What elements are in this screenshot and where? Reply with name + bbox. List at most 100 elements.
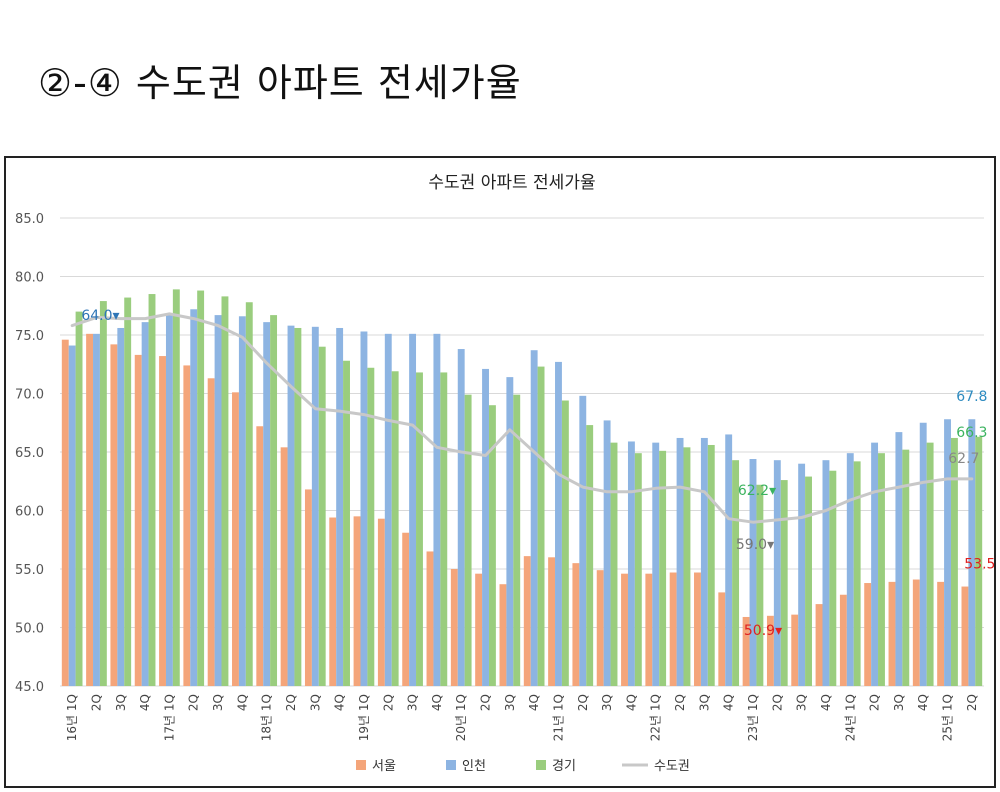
bar-경기-3 xyxy=(148,294,156,686)
bar-경기-0 xyxy=(75,311,83,686)
y-tick-label: 50.0 xyxy=(15,622,44,637)
bar-경기-7 xyxy=(245,302,253,686)
legend-label-인천: 인천 xyxy=(462,759,486,774)
x-tick-label: 4Q xyxy=(916,694,930,711)
x-tick-label: 3Q xyxy=(114,694,128,711)
x-tick-label: 3Q xyxy=(795,694,809,711)
x-tick-label: 3Q xyxy=(211,694,225,711)
x-tick-label: 4Q xyxy=(138,694,152,711)
bar-서울-10 xyxy=(304,489,312,686)
bar-인천-15 xyxy=(433,333,441,686)
bar-인천-32 xyxy=(846,453,854,686)
legend-swatch-경기 xyxy=(536,760,546,770)
bar-서울-29 xyxy=(766,615,774,686)
bar-인천-11 xyxy=(336,327,344,686)
bar-인천-1 xyxy=(93,333,100,686)
bar-서울-0 xyxy=(61,339,69,686)
x-tick-label: 22년 1Q xyxy=(649,694,663,741)
chart-frame: 수도권 아파트 전세가율 45.0 50.0 55.0 60.0 65.0 70.0 75.0… xyxy=(4,156,996,788)
bar-서울-30 xyxy=(791,614,799,686)
data-label-annotation: 53.5 xyxy=(964,557,994,573)
bar-경기-23 xyxy=(634,453,642,686)
y-tick-label: 55.0 xyxy=(15,563,44,578)
x-tick-label: 3Q xyxy=(503,694,517,711)
bar-인천-12 xyxy=(360,331,368,686)
y-tick-label: 60.0 xyxy=(15,505,44,520)
x-tick-label: 3Q xyxy=(892,694,906,711)
bar-경기-20 xyxy=(561,400,569,686)
bar-인천-7 xyxy=(238,316,246,686)
bar-경기-18 xyxy=(513,394,521,686)
bar-경기-22 xyxy=(610,442,618,686)
bar-서울-13 xyxy=(377,518,385,686)
legend-label-서울: 서울 xyxy=(372,759,396,774)
bar-인천-36 xyxy=(944,419,951,686)
bar-서울-14 xyxy=(402,532,410,686)
x-tick-label: 2Q xyxy=(965,694,979,711)
bar-경기-36 xyxy=(950,437,958,686)
bar-서울-9 xyxy=(280,447,288,686)
bar-인천-17 xyxy=(482,368,489,686)
x-tick-label: 4Q xyxy=(819,694,833,711)
data-label-annotation: 67.8 xyxy=(956,389,987,405)
bar-서울-12 xyxy=(353,516,361,686)
bar-경기-9 xyxy=(294,327,302,686)
bar-인천-5 xyxy=(190,309,198,686)
x-tick-label: 21년 1Q xyxy=(551,694,565,741)
bar-인천-31 xyxy=(822,460,830,686)
x-tick-label: 2Q xyxy=(381,694,395,711)
bar-인천-28 xyxy=(749,459,757,686)
bar-인천-10 xyxy=(311,326,319,686)
data-label-annotation: 62.2▾ xyxy=(738,483,776,499)
bar-경기-5 xyxy=(197,290,205,686)
x-tick-label: 25년 1Q xyxy=(941,694,955,741)
page-heading: ②-④ 수도권 아파트 전세가율 xyxy=(38,61,522,105)
bar-인천-9 xyxy=(287,325,295,686)
bar-경기-24 xyxy=(659,450,667,686)
bar-인천-14 xyxy=(409,333,417,686)
y-tick-label: 80.0 xyxy=(15,271,44,286)
bar-경기-11 xyxy=(343,360,350,686)
bar-경기-15 xyxy=(440,372,448,686)
data-label-annotation: 50.9▾ xyxy=(744,623,782,639)
bar-인천-4 xyxy=(165,315,173,686)
bar-경기-6 xyxy=(221,296,229,686)
bar-서울-4 xyxy=(159,356,166,686)
bar-인천-2 xyxy=(117,327,125,686)
bar-인천-33 xyxy=(871,442,879,686)
x-tick-label: 24년 1Q xyxy=(843,694,857,741)
x-tick-label: 2Q xyxy=(868,694,882,711)
x-tick-label: 16년 1Q xyxy=(65,694,79,741)
bar-인천-18 xyxy=(506,377,514,686)
x-tick-label: 2Q xyxy=(673,694,687,711)
bar-서울-5 xyxy=(183,365,191,686)
data-label-annotation: 62.7 xyxy=(948,451,979,467)
x-tick-label: 4Q xyxy=(722,694,736,711)
x-tick-label: 4Q xyxy=(235,694,249,711)
bar-경기-10 xyxy=(318,346,326,686)
legend-swatch-서울 xyxy=(356,760,366,770)
bar-서울-26 xyxy=(694,572,701,686)
bar-서울-35 xyxy=(912,579,920,686)
x-tick-label: 3Q xyxy=(697,694,711,711)
bar-경기-25 xyxy=(683,447,691,686)
bar-경기-32 xyxy=(853,461,861,686)
bar-인천-34 xyxy=(895,432,903,686)
bar-경기-12 xyxy=(367,367,375,686)
bar-서울-33 xyxy=(864,583,872,686)
chart-title: 수도권 아파트 전세가율 xyxy=(428,173,595,193)
bar-경기-29 xyxy=(780,480,788,686)
bar-서울-6 xyxy=(207,378,215,686)
x-tick-label: 20년 1Q xyxy=(454,694,468,741)
bar-경기-13 xyxy=(391,371,399,686)
bar-경기-33 xyxy=(878,453,885,686)
bar-경기-31 xyxy=(829,470,837,686)
bar-서울-7 xyxy=(232,392,239,686)
line-series-수도권 xyxy=(70,312,974,524)
x-tick-label: 2Q xyxy=(576,694,590,711)
bar-경기-19 xyxy=(537,366,545,686)
bar-서울-20 xyxy=(548,557,556,686)
bar-인천-26 xyxy=(700,437,708,686)
bar-인천-3 xyxy=(141,322,149,686)
bar-서울-25 xyxy=(669,572,677,686)
